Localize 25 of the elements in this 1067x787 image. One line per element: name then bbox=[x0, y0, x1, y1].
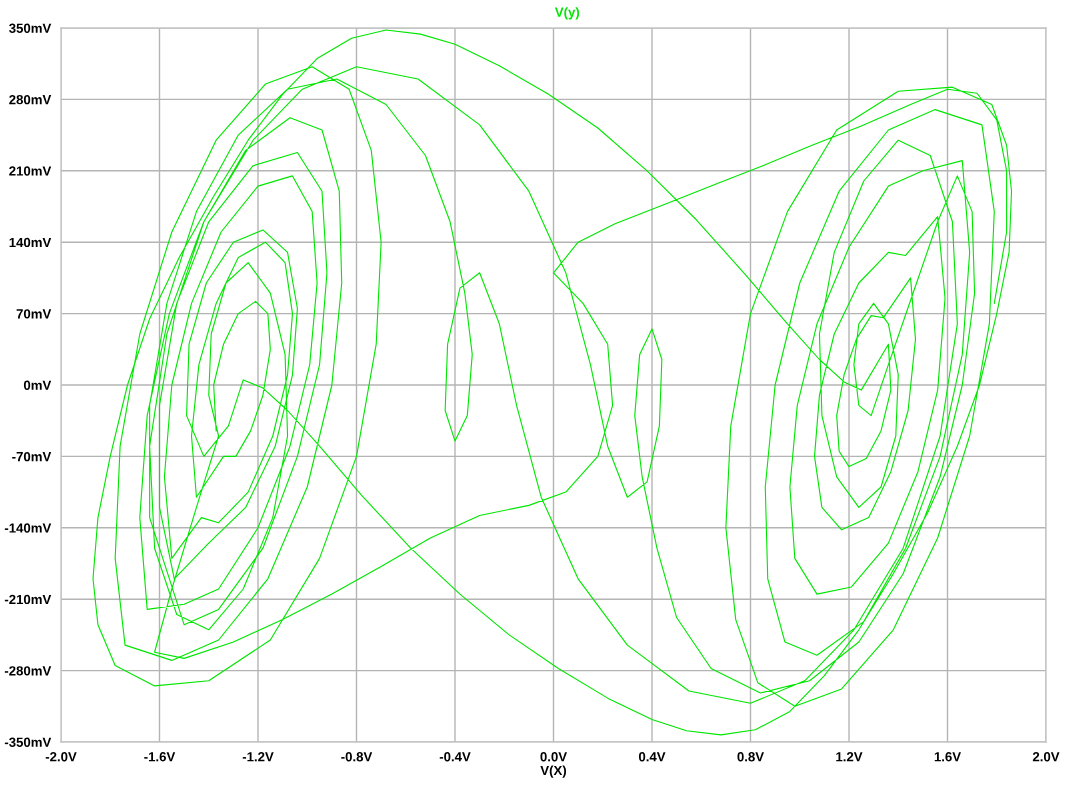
text: V(y) bbox=[554, 7, 580, 20]
x-tick-label: -1.2V bbox=[242, 752, 274, 762]
y-tick-label: 350mV bbox=[9, 23, 52, 33]
x-tick-label: -2.0V bbox=[45, 752, 77, 762]
x-axis-title: V(X) bbox=[540, 765, 567, 778]
y-tick-label: -350mV bbox=[4, 737, 52, 747]
y-tick-label: -210mV bbox=[4, 594, 52, 605]
x-tick-label: -0.4V bbox=[439, 752, 471, 762]
x-tick-label: 1.6V bbox=[934, 752, 961, 762]
x-tick-label: -1.6V bbox=[144, 752, 176, 762]
y-tick-label: 210mV bbox=[9, 166, 52, 176]
x-tick-label: 0.0V bbox=[540, 752, 567, 762]
line-series bbox=[92, 29, 1013, 736]
y-tick-label: 0mV bbox=[23, 380, 52, 390]
x-tick-label: 0.8V bbox=[737, 752, 764, 762]
y-tick-label: -140mV bbox=[4, 523, 52, 533]
y-tick-label: 70mV bbox=[16, 309, 52, 319]
y-tick-label: 140mV bbox=[9, 237, 52, 248]
x-tick-label: 2.0V bbox=[1032, 752, 1060, 762]
x-tick-label: 0.4V bbox=[638, 752, 666, 762]
y-tick-label: 280mV bbox=[9, 94, 52, 105]
y-tick-label: -70mV bbox=[12, 451, 52, 462]
x-tick-label: 1.2V bbox=[836, 752, 863, 762]
y-tick-label: -280mV bbox=[4, 666, 52, 676]
x-tick-label: -0.8V bbox=[341, 752, 373, 762]
